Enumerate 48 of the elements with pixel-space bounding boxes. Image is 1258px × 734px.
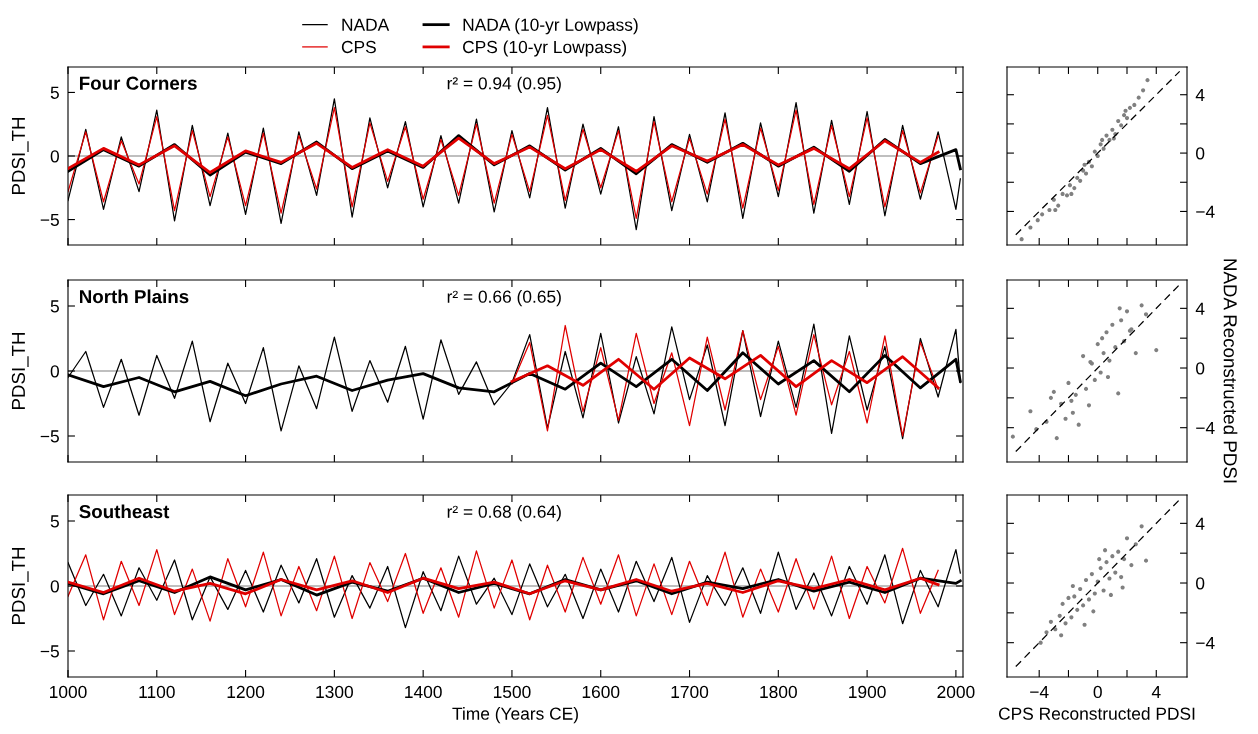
x-tick-label: 1900 [849, 685, 886, 699]
y-tick-label: −4 [1196, 422, 1215, 434]
legend-label: CPS (10-yr Lowpass) [463, 40, 627, 57]
y-tick-label: 0 [1196, 362, 1205, 375]
x-tick-label: 4 [1151, 685, 1161, 698]
y-axis-title: PDSI_TH [11, 547, 29, 625]
x-tick-label: 1100 [139, 685, 175, 699]
y-tick-label: −4 [1196, 637, 1215, 649]
y-tick-label: 0 [50, 365, 59, 378]
x-tick-label: 1700 [671, 685, 709, 699]
x-tick-label: 1600 [582, 685, 620, 699]
y-tick-label: 0 [1196, 147, 1205, 160]
y-tick-label: 5 [50, 515, 59, 528]
annotation: r² = 0.66 (0.65) [447, 290, 561, 307]
x-tick-label: 1200 [227, 685, 265, 699]
y-tick-label: 4 [1195, 89, 1205, 102]
chart-title: North Plains [79, 289, 189, 304]
y-tick-label: −5 [40, 213, 59, 227]
y-tick-label: 0 [50, 580, 59, 593]
y-axis-title: PDSI_TH [11, 117, 29, 195]
y-axis-title: PDSI_TH [11, 332, 29, 410]
y-tick-label: −4 [1196, 205, 1215, 218]
x-axis-title: CPS Reconstructed PDSI [998, 707, 1195, 720]
annotation: r² = 0.68 (0.64) [447, 505, 561, 522]
y-tick-label: 5 [50, 300, 59, 313]
y-tick-label: 0 [1196, 577, 1205, 590]
y-tick-label: 4 [1195, 517, 1205, 530]
chart-title: Four Corners [79, 76, 197, 90]
x-tick-label: 1800 [760, 685, 797, 699]
x-tick-label: 1300 [316, 685, 353, 699]
annotation: r² = 0.94 (0.95) [447, 76, 561, 93]
y-tick-label: −5 [40, 645, 59, 658]
x-tick-label: 0 [1093, 685, 1102, 699]
y-tick-label: 4 [1195, 302, 1205, 315]
y-tick-label: −5 [40, 430, 59, 443]
legend-label: NADA [342, 18, 390, 31]
x-tick-label: 1500 [493, 685, 531, 699]
y-tick-label: 0 [50, 150, 59, 163]
x-axis-title: Time (Years CE) [452, 707, 578, 724]
y-tick-label: 5 [50, 86, 59, 99]
x-tick-label: −4 [1030, 685, 1049, 698]
x-tick-label: 2000 [937, 685, 975, 699]
chart-title: Southeast [79, 504, 170, 519]
legend-label: NADA (10-yr Lowpass) [463, 18, 638, 35]
x-tick-label: 1400 [405, 685, 442, 699]
legend-label: CPS [341, 40, 376, 54]
y-axis-title: NADA Reconstructed PDSI [1223, 259, 1238, 483]
x-tick-label: 1000 [50, 685, 87, 699]
